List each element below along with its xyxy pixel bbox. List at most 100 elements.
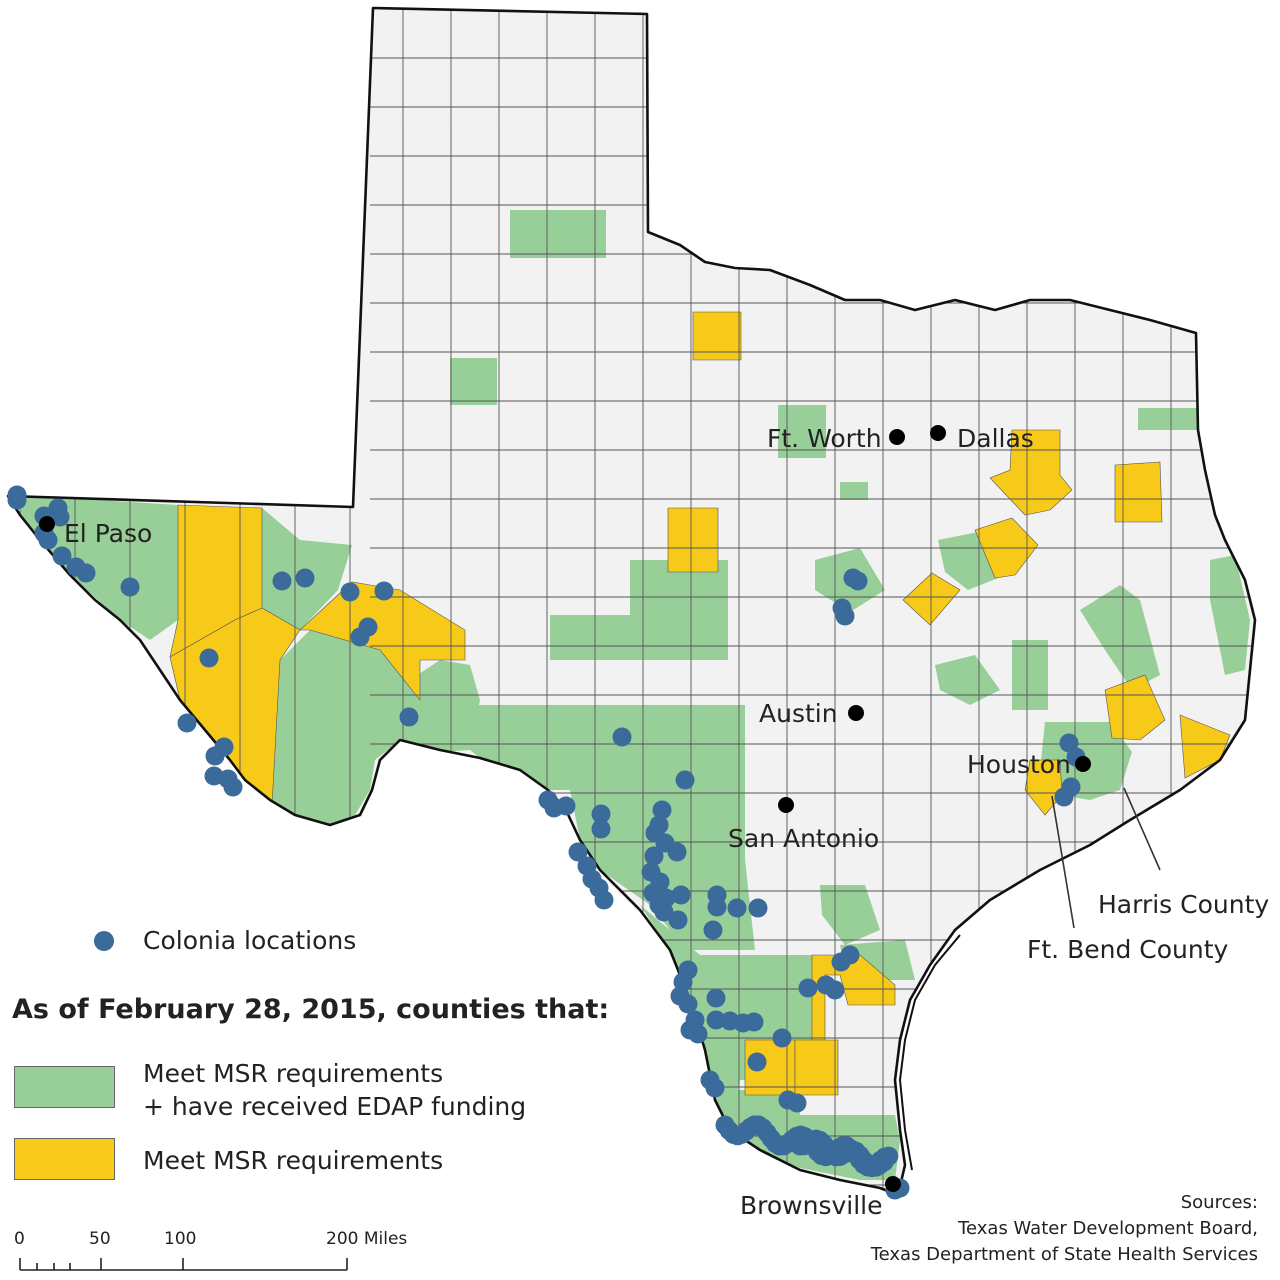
city-layer: El Paso Ft. Worth Dallas Austin Houston … [39, 424, 1091, 1220]
legend-green-line2: + have received EDAP funding [143, 1091, 527, 1121]
colonia-dot-13 [340, 582, 360, 602]
edap-county-21 [1012, 640, 1048, 710]
city-label-dallas: Dallas [957, 424, 1034, 453]
city-label-brownsville: Brownsville [740, 1191, 883, 1220]
city-label-ft-worth: Ft. Worth [767, 424, 882, 453]
colonia-dot-54 [727, 898, 747, 918]
colonia-dot-23 [223, 777, 243, 797]
colonia-dot-31 [591, 819, 611, 839]
colonia-dot-18 [177, 713, 197, 733]
msr-county-6 [1114, 461, 1163, 523]
colonia-dot-25 [612, 727, 632, 747]
colonia-dot-32 [652, 800, 672, 820]
colonia-dot-12 [295, 568, 315, 588]
colonia-dot-69 [747, 1052, 767, 1072]
colonia-dot-4 [50, 507, 70, 527]
colonia-dot-64 [688, 1024, 708, 1044]
colonia-dot-78 [840, 945, 860, 965]
colonia-dot-47 [656, 888, 676, 908]
sources-line2: Texas Department of State Health Service… [870, 1244, 1258, 1266]
edap-county-1 [450, 358, 497, 405]
edap-county-22 [935, 655, 1000, 705]
colonia-dot-7 [52, 546, 72, 566]
city-label-el-paso: El Paso [64, 519, 152, 548]
colonia-dot-80 [848, 571, 868, 591]
edap-county-9 [272, 630, 420, 825]
colonia-dot-6 [38, 530, 58, 550]
edap-county-0 [510, 210, 606, 258]
edap-county-4 [840, 482, 868, 500]
colonia-dot-9 [76, 563, 96, 583]
colonia-dot-82 [835, 606, 855, 626]
legend-colonia-label: Colonia locations [143, 926, 356, 955]
legend-yellow-swatch [14, 1138, 115, 1180]
scale-tick-50: 50 [89, 1229, 111, 1249]
sources-block: Sources: Texas Water Development Board, … [871, 1190, 1258, 1268]
legend-yellow-label: Meet MSR requirements [143, 1146, 444, 1175]
colonia-dot-24 [399, 707, 419, 727]
edap-county-3 [1138, 408, 1200, 430]
colonia-dot-83 [1059, 733, 1079, 753]
harris-callout-line [1123, 787, 1161, 871]
city-dot-brownsville [885, 1176, 901, 1192]
colonia-dot-60 [706, 988, 726, 1008]
colonia-dot-29 [556, 796, 576, 816]
scale-bar [19, 1258, 348, 1271]
edap-county-11 [470, 705, 575, 790]
callout-ft-bend-county: Ft. Bend County [1027, 935, 1229, 964]
edap-county-2 [778, 405, 826, 458]
edap-county-12 [550, 615, 690, 660]
colonia-dot-40 [594, 890, 614, 910]
city-label-houston: Houston [967, 750, 1071, 779]
colonia-dot-20 [205, 746, 225, 766]
edap-county-15 [665, 705, 745, 750]
city-label-san-antonio: San Antonio [728, 824, 879, 853]
edap-county-7 [20, 495, 178, 640]
scale-tick-100: 100 [164, 1229, 196, 1249]
colonia-dot-152 [840, 1140, 860, 1160]
colonia-dot-30 [591, 804, 611, 824]
msr-county-14 [794, 1039, 839, 1096]
callout-harris-county: Harris County [1098, 890, 1269, 919]
city-dot-ft-worth [889, 429, 905, 445]
msr-county-5 [989, 429, 1073, 516]
colonia-dot-10 [120, 577, 140, 597]
legend-colonia-dot [94, 931, 114, 951]
colonia-dot-73 [787, 1093, 807, 1113]
edap-county-10 [410, 660, 480, 752]
colonia-dot-61 [706, 1010, 726, 1030]
colonia-dot-52 [707, 897, 727, 917]
scale-tick-200: 200 Miles [326, 1229, 407, 1249]
colonia-dot-14 [374, 581, 394, 601]
colonia-dot-55 [748, 898, 768, 918]
colonia-dot-49 [654, 902, 674, 922]
colonia-dot-1 [7, 490, 27, 510]
edap-county-23 [1080, 585, 1160, 690]
barrier-island [898, 934, 961, 1171]
msr-county-9 [1104, 674, 1166, 741]
city-label-austin: Austin [759, 699, 838, 728]
edap-county-17 [760, 955, 815, 1040]
city-dot-san-antonio [778, 797, 794, 813]
colonia-dot-17 [199, 648, 219, 668]
colonia-dot-48 [671, 885, 691, 905]
colonia-dot-36 [568, 842, 588, 862]
colonia-dot-74 [798, 978, 818, 998]
city-dot-el-paso [39, 516, 55, 532]
ftbend-callout-line [1051, 795, 1075, 929]
msr-county-0 [692, 311, 742, 361]
colonia-dot-76 [825, 980, 845, 1000]
colonia-dot-50 [668, 910, 688, 930]
colonia-dot-148 [874, 1152, 894, 1172]
legend-green-label: Meet MSR requirements + have received ED… [143, 1058, 526, 1123]
colonia-dot-42 [667, 842, 687, 862]
scale-tick-0: 0 [14, 1229, 25, 1249]
colonia-layer [7, 485, 1086, 1200]
colonia-dot-59 [678, 994, 698, 1014]
legend-green-line1: Meet MSR requirements [143, 1059, 444, 1088]
city-dot-houston [1075, 756, 1091, 772]
colonia-dot-68 [772, 1028, 792, 1048]
edap-county-24 [1210, 555, 1250, 675]
